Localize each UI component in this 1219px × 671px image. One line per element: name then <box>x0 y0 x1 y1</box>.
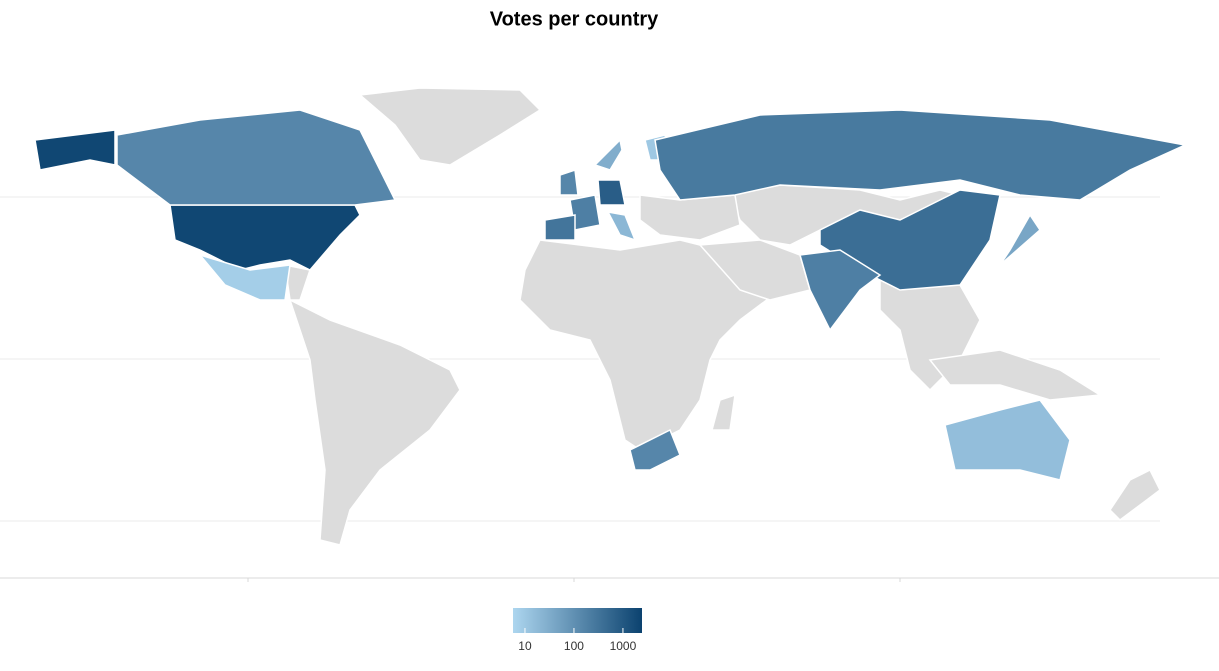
region <box>559 168 579 196</box>
regions <box>34 109 1188 481</box>
region <box>654 109 1188 201</box>
colorbar <box>513 608 642 633</box>
region <box>116 109 397 206</box>
chart-title: Votes per country <box>490 8 659 30</box>
region <box>999 213 1041 266</box>
region <box>606 210 637 242</box>
colorbar-tick-label: 10 <box>518 639 532 653</box>
region <box>544 214 576 241</box>
region <box>34 129 116 171</box>
region <box>169 204 361 271</box>
colorbar-ticks: 10 100 1000 <box>518 628 637 653</box>
region <box>597 179 626 206</box>
colorbar-tick-label: 100 <box>564 639 584 653</box>
colorbar-tick-label: 1000 <box>610 639 637 653</box>
region <box>197 253 291 301</box>
region <box>629 428 681 471</box>
land <box>284 87 1161 546</box>
region <box>944 399 1071 481</box>
region <box>799 249 882 332</box>
region <box>593 138 623 171</box>
